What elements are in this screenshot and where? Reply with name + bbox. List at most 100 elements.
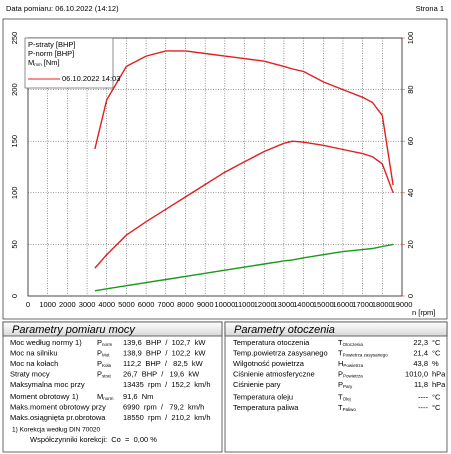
symbol-main: T — [338, 392, 343, 401]
series-line — [94, 140, 394, 269]
param-label: Straty mocy — [10, 369, 50, 378]
param-symbol: Pstrat — [97, 369, 112, 378]
legend-label: P-straty [BHP] — [28, 40, 76, 49]
ambient-label: Temperatura oleju — [233, 392, 293, 401]
legend-label-unit: [Nm] — [44, 58, 60, 67]
symbol-sub: Olej — [343, 397, 351, 402]
legend-label-sub: mm — [34, 62, 42, 67]
ambient-symbol: TPaliwo — [338, 403, 356, 412]
x-tick-label: 0 — [26, 300, 30, 309]
param-symbol: PMot — [97, 348, 110, 357]
x-tick-label: 6000 — [138, 300, 155, 309]
y-tick-label: 250 — [10, 32, 19, 45]
x-tick-label: 2000 — [59, 300, 76, 309]
ambient-unit: % — [432, 359, 439, 368]
symbol-sub: Powietrza zasysanego — [343, 353, 389, 358]
chart-frame — [2, 18, 448, 320]
param-note: 1) Korekcja według DIN 70020 — [12, 427, 101, 434]
symbol-sub: norm — [102, 342, 113, 347]
param-label: Moc na silniku — [10, 348, 58, 357]
param-value: 91,6 Nm — [123, 392, 153, 401]
param-value: 18550 rpm / 210,2 km/h — [123, 413, 211, 422]
ambient-title: Parametry otoczenia — [234, 324, 335, 336]
x-axis-label: n [rpm] — [412, 308, 435, 317]
legend: P-straty [BHP]P-norm [BHP]Mmm [Nm]06.10.2… — [24, 37, 120, 89]
y-tick-label: 0 — [10, 294, 19, 298]
symbol-main: H — [338, 359, 343, 368]
ambient-value: 43,8 — [413, 359, 428, 368]
ambient-panel-header — [224, 321, 448, 337]
param-label: Maks.moment obrotowy przy — [10, 402, 106, 411]
ambient-value: ---- — [418, 403, 428, 412]
symbol-sub: Mot — [102, 353, 110, 358]
page-number: Strona 1 — [416, 4, 444, 13]
ambient-symbol: TPowietrza zasysanego — [338, 348, 388, 357]
legend-label: P-norm [BHP] — [28, 49, 74, 58]
symbol-main: P — [97, 359, 102, 368]
power-title: Parametry pomiaru mocy — [12, 324, 136, 336]
param-label: Maksymalna moc przy — [10, 380, 85, 389]
param-value: 26,7 BHP / 19,6 kW — [123, 369, 200, 378]
param-correction: Współczynniki korekcji: Co = 0,00 % — [30, 435, 157, 444]
y-tick-label: 150 — [10, 135, 19, 148]
symbol-sub: Otoczenia — [343, 342, 364, 347]
x-tick-label: 12000 — [254, 300, 275, 309]
symbol-main: M — [97, 392, 103, 401]
x-tick-label: 13000 — [273, 300, 294, 309]
symbol-main: T — [338, 338, 343, 347]
y2-tick-label: 20 — [406, 240, 415, 248]
ambient-symbol: TOtoczenia — [338, 338, 363, 347]
x-tick-label: 7000 — [157, 300, 174, 309]
series-line — [94, 50, 394, 186]
ambient-unit: °C — [432, 403, 441, 412]
symbol-main: P — [97, 369, 102, 378]
ambient-value: 1010,0 — [405, 369, 428, 378]
param-value: 6990 rpm / 79,2 km/h — [123, 402, 204, 411]
symbol-sub: Powietrza — [343, 363, 363, 368]
symbol-sub: norm — [103, 396, 114, 401]
ambient-symbol: HPowietrza — [338, 359, 364, 368]
param-symbol: Pnorm — [97, 338, 113, 347]
symbol-sub: Paliwo — [343, 407, 357, 412]
param-label: Moc na kołach — [10, 359, 58, 368]
ambient-value: 21,4 — [413, 348, 428, 357]
ambient-label: Temperatura otoczenia — [233, 338, 310, 347]
param-symbol: Mnorm — [97, 392, 114, 401]
series-line — [94, 243, 394, 292]
power-panel-header — [2, 321, 223, 337]
ambient-value: 11,8 — [414, 380, 428, 389]
param-value: 13435 rpm / 152,2 km/h — [123, 380, 211, 389]
symbol-main: P — [338, 380, 343, 389]
x-tick-label: 4000 — [98, 300, 115, 309]
y2-tick-label: 0 — [406, 294, 415, 298]
y-tick-label: 50 — [10, 240, 19, 248]
x-tick-label: 8000 — [177, 300, 194, 309]
ambient-label: Wilgotność powietrza — [233, 359, 305, 368]
legend-label: Mmm [Nm] — [28, 58, 60, 67]
ambient-symbol: PPary — [338, 380, 353, 389]
y2-tick-label: 100 — [406, 32, 415, 45]
symbol-sub: Powietrza — [343, 374, 363, 379]
symbol-main: P — [338, 369, 343, 378]
ambient-label: Ciśnienie pary — [233, 380, 281, 389]
x-tick-label: 3000 — [79, 300, 96, 309]
measure-date: Data pomiaru: 06.10.2022 (14:12) — [6, 4, 119, 13]
param-value: 139,6 BHP / 102,7 kW — [123, 338, 206, 347]
param-symbol: PKoła — [97, 359, 112, 368]
ambient-unit: °C — [432, 392, 441, 401]
x-tick-label: 1000 — [39, 300, 56, 309]
param-label: Moment obrotowy 1) — [10, 392, 79, 401]
x-tick-label: 18000 — [372, 300, 393, 309]
symbol-sub: Koła — [102, 363, 112, 368]
x-tick-label: 10000 — [214, 300, 235, 309]
ambient-unit: °C — [432, 348, 441, 357]
y2-tick-label: 80 — [406, 85, 415, 93]
y2-tick-label: 60 — [406, 137, 415, 145]
ambient-label: Ciśnienie atmosferyczne — [233, 369, 315, 378]
param-label: Moc według normy 1) — [10, 338, 82, 347]
ambient-unit: °C — [432, 338, 441, 347]
x-tick-label: 19000 — [392, 300, 413, 309]
ambient-symbol: TOlej — [338, 392, 351, 401]
legend-date: 06.10.2022 14:03 — [62, 74, 120, 83]
